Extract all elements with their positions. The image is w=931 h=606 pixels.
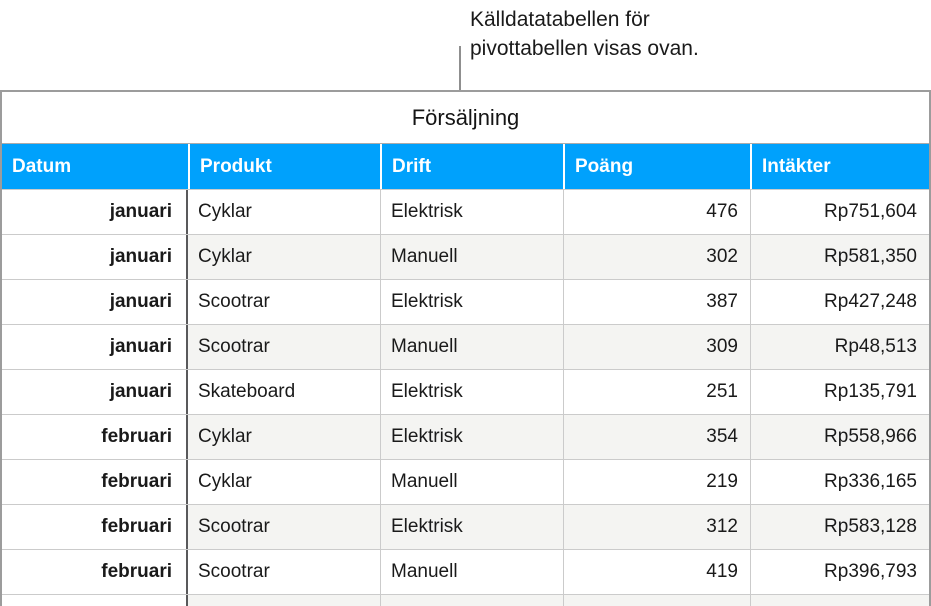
- source-data-table: Försäljning Datum Produkt Drift Poäng In…: [0, 90, 931, 606]
- table-row: februari Cyklar Elektrisk 354 Rp558,966: [2, 414, 929, 459]
- cell-datum[interactable]: februari: [2, 460, 188, 504]
- cell-drift[interactable]: Manuell: [380, 235, 563, 279]
- cell-intakter[interactable]: Rp581,350: [750, 235, 929, 279]
- cell-produkt[interactable]: Cyklar: [188, 415, 380, 459]
- callout-line-1: Källdatatabellen för: [470, 8, 650, 31]
- cell-datum[interactable]: januari: [2, 280, 188, 324]
- column-header-datum[interactable]: Datum: [12, 155, 72, 177]
- cell-intakter[interactable]: Rp583,128: [750, 505, 929, 549]
- cell-intakter[interactable]: Rp558,966: [750, 415, 929, 459]
- cell-produkt[interactable]: Cyklar: [188, 460, 380, 504]
- cell-produkt[interactable]: Scootrar: [188, 280, 380, 324]
- cell-intakter[interactable]: Rp48,513: [750, 325, 929, 369]
- cell-intakter[interactable]: [750, 595, 929, 606]
- cell-produkt[interactable]: Scootrar: [188, 325, 380, 369]
- cell-drift[interactable]: Elektrisk: [380, 505, 563, 549]
- cell-intakter[interactable]: Rp751,604: [750, 190, 929, 234]
- cell-drift[interactable]: Elektrisk: [380, 370, 563, 414]
- cell-poang[interactable]: 354: [563, 415, 750, 459]
- cell-produkt[interactable]: [188, 595, 380, 606]
- column-header-produkt[interactable]: Produkt: [188, 144, 380, 189]
- table-row: januari Scootrar Elektrisk 387 Rp427,248: [2, 279, 929, 324]
- cell-datum[interactable]: februari: [2, 415, 188, 459]
- column-header-poang[interactable]: Poäng: [563, 144, 750, 189]
- table-row: januari Skateboard Elektrisk 251 Rp135,7…: [2, 369, 929, 414]
- table-row: januari Cyklar Elektrisk 476 Rp751,604: [2, 189, 929, 234]
- cell-drift[interactable]: Manuell: [380, 460, 563, 504]
- cell-poang[interactable]: 309: [563, 325, 750, 369]
- column-header-drift[interactable]: Drift: [380, 144, 563, 189]
- cell-produkt[interactable]: Cyklar: [188, 190, 380, 234]
- cell-datum[interactable]: januari: [2, 190, 188, 234]
- cell-produkt[interactable]: Cyklar: [188, 235, 380, 279]
- callout-leader-line: [459, 46, 461, 91]
- cell-poang[interactable]: 387: [563, 280, 750, 324]
- table-row: februari Cyklar Manuell 219 Rp336,165: [2, 459, 929, 504]
- cell-poang[interactable]: 419: [563, 550, 750, 594]
- cell-poang[interactable]: 302: [563, 235, 750, 279]
- cell-drift[interactable]: Manuell: [380, 325, 563, 369]
- cell-datum[interactable]: februari: [2, 550, 188, 594]
- cell-poang[interactable]: 251: [563, 370, 750, 414]
- column-header-intakter[interactable]: Intäkter: [750, 144, 929, 189]
- cell-drift[interactable]: Elektrisk: [380, 415, 563, 459]
- table-row: januari Scootrar Manuell 309 Rp48,513: [2, 324, 929, 369]
- cell-datum[interactable]: februari: [2, 505, 188, 549]
- cell-poang[interactable]: [563, 595, 750, 606]
- table-row: februari Scootrar Elektrisk 312 Rp583,12…: [2, 504, 929, 549]
- callout-line-2: pivottabellen visas ovan.: [470, 37, 699, 60]
- callout: Källdatatabellen för pivottabellen visas…: [470, 5, 699, 63]
- cell-intakter[interactable]: Rp396,793: [750, 550, 929, 594]
- cell-intakter[interactable]: Rp135,791: [750, 370, 929, 414]
- cell-drift[interactable]: [380, 595, 563, 606]
- cell-drift[interactable]: Elektrisk: [380, 190, 563, 234]
- cell-datum[interactable]: januari: [2, 370, 188, 414]
- cell-drift[interactable]: Elektrisk: [380, 280, 563, 324]
- cell-datum[interactable]: [2, 595, 188, 606]
- cell-poang[interactable]: 312: [563, 505, 750, 549]
- table-row-partial: [2, 594, 929, 606]
- cell-produkt[interactable]: Scootrar: [188, 550, 380, 594]
- table-header-row: Datum Produkt Drift Poäng Intäkter: [2, 144, 929, 189]
- cell-intakter[interactable]: Rp427,248: [750, 280, 929, 324]
- cell-datum[interactable]: januari: [2, 235, 188, 279]
- cell-produkt[interactable]: Scootrar: [188, 505, 380, 549]
- table-row: februari Scootrar Manuell 419 Rp396,793: [2, 549, 929, 594]
- cell-datum[interactable]: januari: [2, 325, 188, 369]
- cell-drift[interactable]: Manuell: [380, 550, 563, 594]
- cell-poang[interactable]: 219: [563, 460, 750, 504]
- cell-poang[interactable]: 476: [563, 190, 750, 234]
- cell-intakter[interactable]: Rp336,165: [750, 460, 929, 504]
- table-title[interactable]: Försäljning: [2, 92, 929, 144]
- cell-produkt[interactable]: Skateboard: [188, 370, 380, 414]
- table-row: januari Cyklar Manuell 302 Rp581,350: [2, 234, 929, 279]
